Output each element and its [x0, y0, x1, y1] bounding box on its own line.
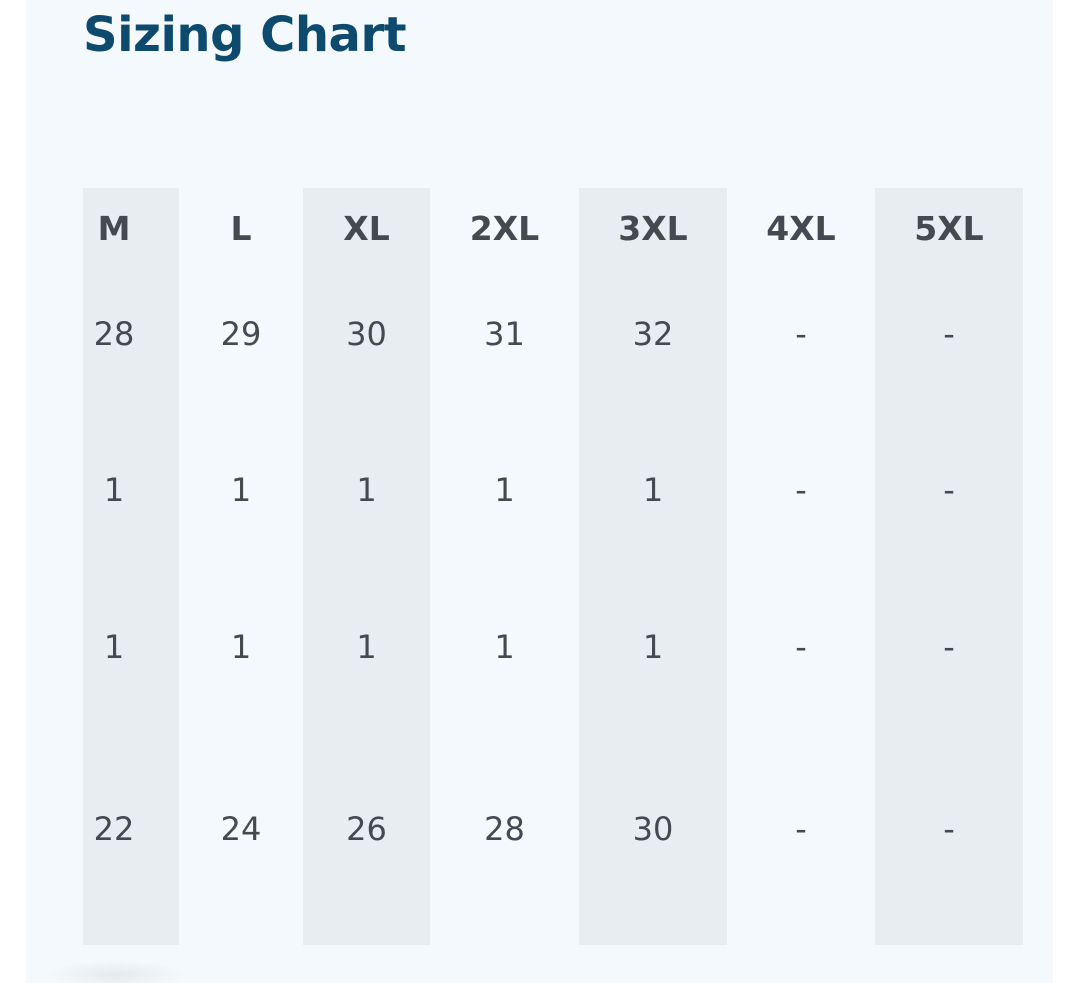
column-header: M [97, 209, 131, 248]
table-cell: - [795, 628, 807, 666]
table-cell: 30 [346, 315, 387, 353]
size-column-4xl: 4XL - - - - [727, 188, 875, 945]
table-cell: 32 [632, 315, 674, 353]
table-cell: 29 [220, 315, 262, 353]
column-header: 3XL [618, 209, 688, 248]
table-cell: - [943, 628, 955, 666]
column-header: 2XL [469, 209, 540, 248]
table-cell: - [795, 810, 807, 848]
table-cell: 1 [103, 628, 125, 666]
table-cell: 30 [632, 810, 674, 848]
size-column-l: L 29 1 1 24 [179, 188, 303, 945]
size-column-m: M 28 1 1 22 [83, 188, 179, 945]
table-cell: 1 [642, 628, 664, 666]
table-cell: 22 [93, 810, 135, 848]
size-column-3xl: 3XL 32 1 1 30 [579, 188, 727, 945]
table-cell: 24 [220, 810, 262, 848]
column-header: L [230, 209, 252, 248]
size-column-xl: XL 30 1 1 26 [303, 188, 430, 945]
decorative-shadow [46, 960, 186, 983]
table-cell: - [795, 315, 807, 353]
size-column-5xl: 5XL - - - - [875, 188, 1023, 945]
table-cell: - [943, 471, 955, 509]
table-cell: 28 [93, 315, 135, 353]
column-header: 5XL [914, 209, 984, 248]
table-cell: - [943, 810, 955, 848]
table-cell: 26 [346, 810, 387, 848]
table-cell: 28 [484, 810, 525, 848]
table-cell: 1 [230, 471, 252, 509]
table-cell: 1 [356, 628, 377, 666]
sizing-table[interactable]: M 28 1 1 22 L 29 1 1 24 XL 30 1 1 26 2XL… [83, 188, 1023, 945]
table-cell: 1 [230, 628, 252, 666]
table-cell: - [795, 471, 807, 509]
sizing-chart-card: Sizing Chart M 28 1 1 22 L 29 1 1 24 XL … [26, 0, 1053, 983]
column-header: 4XL [766, 209, 836, 248]
size-column-2xl: 2XL 31 1 1 28 [430, 188, 579, 945]
table-cell: 1 [494, 628, 515, 666]
table-cell: 1 [356, 471, 377, 509]
column-header: XL [343, 209, 390, 248]
table-cell: - [943, 315, 955, 353]
page-title: Sizing Chart [83, 7, 407, 63]
table-cell: 1 [642, 471, 664, 509]
table-cell: 31 [484, 315, 525, 353]
table-cell: 1 [494, 471, 515, 509]
table-cell: 1 [103, 471, 125, 509]
